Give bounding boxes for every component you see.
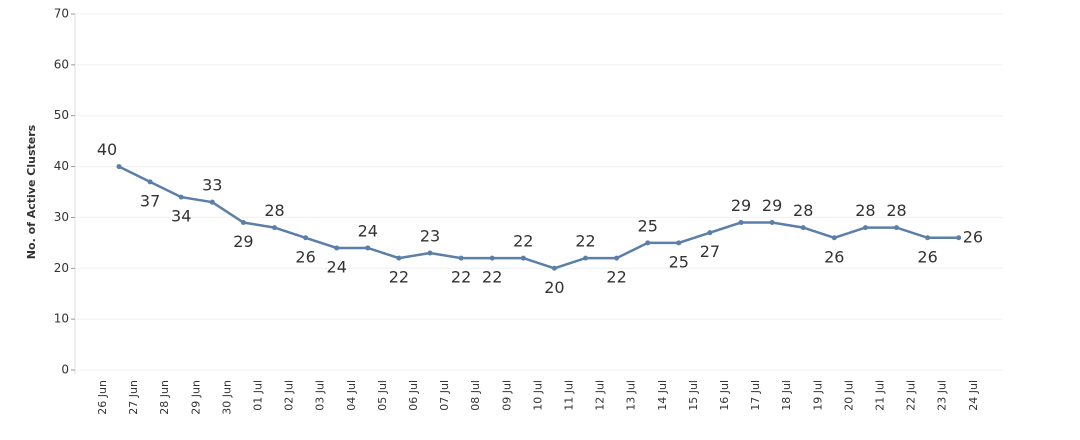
point [738,220,744,226]
point [583,255,588,261]
x-tick-label: 07 Jul [438,380,451,411]
data-label: 24 [358,221,378,240]
point [458,255,464,261]
data-label: 26 [295,247,315,266]
x-tick-label: 16 Jul [718,380,731,411]
x-tick-label: 04 Jul [345,380,358,411]
point [209,199,215,205]
point [551,265,557,271]
point [831,235,837,241]
data-label: 23 [420,227,440,246]
x-tick-label: 13 Jul [625,380,638,411]
point [956,235,962,241]
point [520,255,526,261]
y-tick-label: 30 [54,210,69,224]
x-tick-label: 09 Jul [500,380,513,411]
data-label: 22 [451,268,471,287]
data-label: 40 [97,140,117,159]
data-label: 29 [233,232,253,251]
data-label: 20 [544,278,564,297]
y-tick-label: 10 [54,312,69,326]
data-label: 27 [700,242,720,261]
data-label: 28 [264,201,284,220]
point [396,255,402,261]
point [427,250,433,256]
data-label: 28 [855,201,875,220]
point [147,179,153,185]
point [925,235,931,241]
x-tick-label: 30 Jun [220,380,233,415]
point [489,255,495,261]
point [272,225,277,231]
data-label: 22 [389,268,409,287]
x-tick-label: 26 Jun [96,380,109,415]
point [800,225,806,231]
data-label: 22 [482,268,502,287]
point [707,230,713,236]
x-tick-label: 02 Jul [283,380,296,411]
y-tick-label: 0 [61,363,69,377]
point [769,220,775,226]
data-label: 26 [917,247,937,266]
line [118,165,959,270]
x-tick-label: 15 Jul [687,380,700,411]
data-label: 28 [793,201,813,220]
data-label: 22 [575,232,595,251]
data-label: 34 [171,207,191,226]
x-tick-label: 08 Jul [469,380,482,411]
y-axis-label: No. of Active Clusters [25,124,38,259]
data-label: 25 [638,216,658,235]
y-tick-label: 70 [54,7,69,21]
data-label: 37 [140,191,160,210]
point [614,255,620,261]
x-tick-label: 03 Jul [314,380,327,411]
data-label: 29 [731,196,751,215]
point [178,194,184,200]
x-tick-label: 24 Jul [967,380,980,411]
data-label: 22 [606,268,626,287]
data-label: 28 [886,201,906,220]
x-tick-label: 27 Jun [127,380,140,415]
x-tick-label: 18 Jul [780,380,793,411]
x-tick-label: 17 Jul [749,380,762,411]
point [894,225,899,231]
x-tick-label: 01 Jul [252,380,265,411]
x-tick-label: 06 Jul [407,380,420,411]
x-tick-label: 28 Jun [158,380,171,415]
point [645,240,651,246]
x-tick-label: 21 Jul [874,380,887,411]
point [303,235,309,241]
x-tick-label: 22 Jul [905,380,918,411]
x-tick-label: 29 Jun [189,380,202,415]
point [862,225,868,231]
data-label: 26 [824,247,844,266]
data-label: 24 [327,257,347,276]
point [240,220,246,226]
y-tick-label: 50 [54,108,69,122]
x-tick-label: 11 Jul [563,380,576,411]
x-tick-label: 23 Jul [936,380,949,411]
point [365,245,371,251]
point [334,245,340,251]
x-tick-label: 05 Jul [376,380,389,411]
y-tick-label: 60 [54,57,69,71]
x-tick-label: 10 Jul [531,380,544,411]
data-label: 29 [762,196,782,215]
data-label: 22 [513,232,533,251]
x-tick-label: 12 Jul [594,380,607,411]
y-tick-label: 20 [54,261,69,275]
x-tick-label: 20 Jul [842,380,855,411]
data-label: 26 [963,227,983,246]
point [676,240,682,246]
x-tick-label: 19 Jul [811,380,824,411]
y-tick-label: 40 [54,159,69,173]
point [116,164,122,170]
x-tick-label: 14 Jul [656,380,669,411]
data-label: 25 [669,252,689,271]
data-label: 33 [202,176,222,195]
